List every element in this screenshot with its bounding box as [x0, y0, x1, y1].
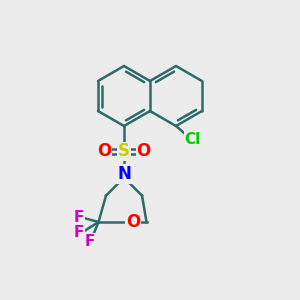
Text: F: F: [84, 234, 95, 249]
Text: Cl: Cl: [184, 132, 201, 147]
Text: N: N: [117, 165, 131, 183]
Text: O: O: [136, 142, 151, 160]
Text: O: O: [126, 213, 140, 231]
Text: O: O: [98, 142, 112, 160]
Text: F: F: [74, 210, 84, 225]
Text: F: F: [74, 225, 84, 240]
Text: S: S: [118, 142, 130, 160]
